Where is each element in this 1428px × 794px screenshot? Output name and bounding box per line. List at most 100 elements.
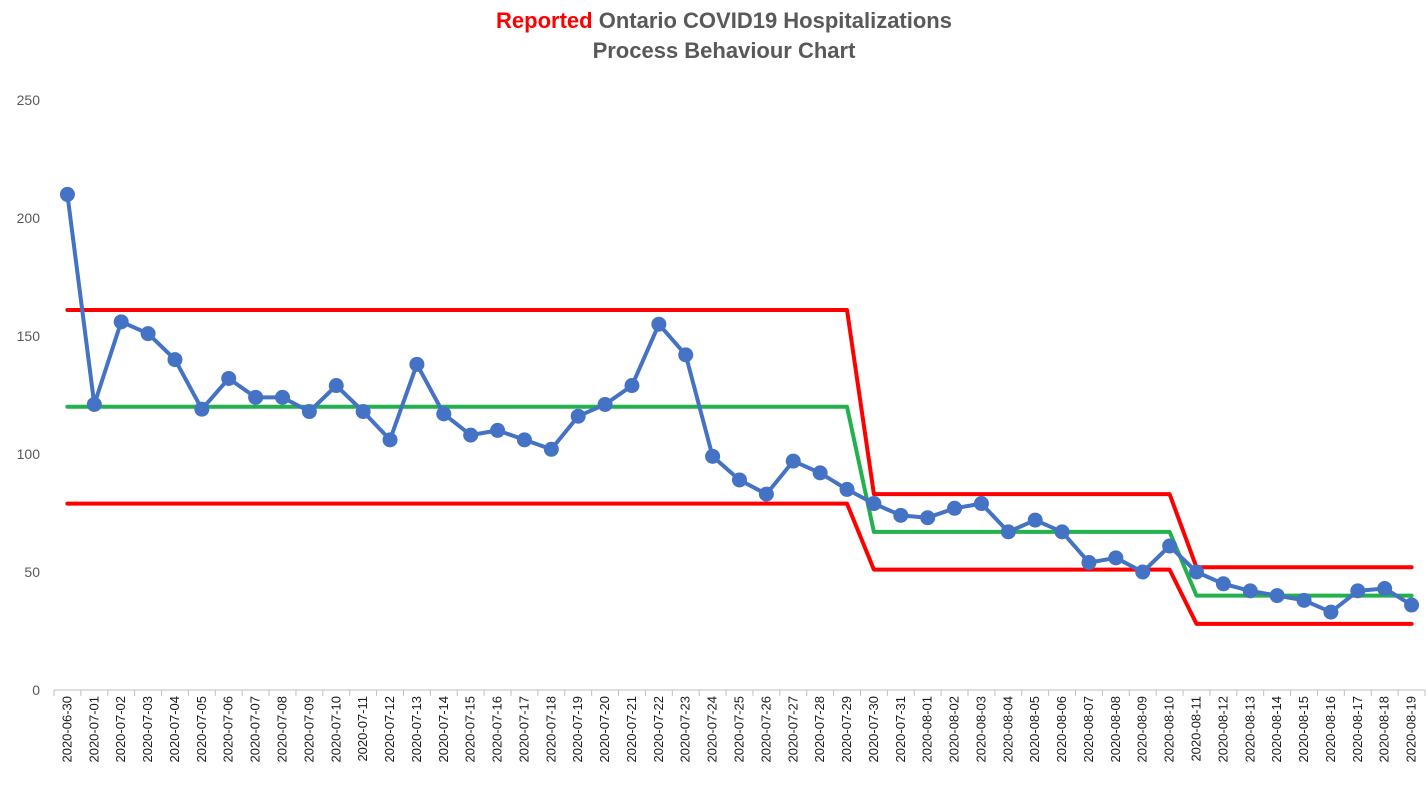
x-tick-label: 2020-08-14 — [1269, 696, 1284, 763]
title-line-1: Reported Ontario COVID19 Hospitalization… — [0, 6, 1428, 36]
y-tick-label: 100 — [17, 446, 41, 462]
data-point — [1027, 512, 1043, 528]
x-tick-label: 2020-08-09 — [1135, 696, 1150, 763]
y-tick-label: 250 — [17, 92, 41, 108]
data-point — [1350, 583, 1366, 599]
series-line-upper-limit — [65, 308, 1414, 570]
data-point — [651, 316, 667, 332]
series-line-data — [65, 192, 1414, 615]
title-highlight: Reported — [496, 8, 593, 33]
data-point — [624, 378, 640, 394]
x-tick-label: 2020-07-07 — [248, 696, 263, 763]
x-tick-label: 2020-08-15 — [1296, 696, 1311, 763]
data-point — [1323, 604, 1339, 620]
x-tick-label: 2020-08-10 — [1162, 696, 1177, 763]
x-tick-label: 2020-07-13 — [409, 696, 424, 763]
x-tick-label: 2020-07-31 — [893, 696, 908, 763]
x-tick-label: 2020-07-28 — [812, 696, 827, 763]
data-point — [1296, 592, 1312, 608]
x-tick-label: 2020-07-12 — [382, 696, 397, 763]
x-tick-label: 2020-07-23 — [678, 696, 693, 763]
x-tick-label: 2020-07-20 — [597, 696, 612, 763]
data-point — [490, 422, 506, 438]
data-point — [1135, 564, 1151, 580]
x-tick-label: 2020-07-03 — [140, 696, 155, 763]
y-tick-label: 0 — [32, 682, 40, 698]
chart-subtitle: Process Behaviour Chart — [592, 38, 856, 63]
data-point — [1269, 588, 1285, 604]
data-point — [785, 453, 801, 469]
series-line-center-line — [65, 404, 1414, 598]
data-point — [1054, 524, 1070, 540]
data-point — [248, 389, 264, 405]
data-point — [893, 507, 909, 523]
x-tick-label: 2020-07-09 — [301, 696, 316, 763]
axes: 0 50 100 150 200 250 2020-06-30 2020-07-01 2020-… — [17, 92, 1426, 763]
x-tick-label: 2020-06-30 — [59, 696, 74, 763]
marker-layer — [59, 186, 1420, 620]
data-point — [409, 356, 425, 372]
data-point — [758, 486, 774, 502]
title-main: Ontario COVID19 Hospitalizations — [598, 8, 952, 33]
data-point — [328, 378, 344, 394]
x-tick-label: 2020-08-19 — [1404, 696, 1419, 763]
data-point — [1162, 538, 1178, 554]
series-layer — [65, 192, 1414, 626]
data-point — [140, 326, 156, 342]
x-tick-label: 2020-08-07 — [1081, 696, 1096, 763]
data-point — [221, 370, 237, 386]
series-line-lower-limit — [65, 501, 1414, 626]
data-point — [570, 408, 586, 424]
x-tick-label: 2020-07-29 — [839, 696, 854, 763]
data-point — [355, 404, 371, 420]
x-tick-label: 2020-07-15 — [463, 696, 478, 763]
y-tick-label: 200 — [17, 210, 41, 226]
x-tick-label: 2020-08-13 — [1242, 696, 1257, 763]
x-tick-label: 2020-07-22 — [651, 696, 666, 763]
x-tick-label: 2020-08-08 — [1108, 696, 1123, 763]
x-tick-label: 2020-07-16 — [490, 696, 505, 763]
x-tick-label: 2020-08-03 — [973, 696, 988, 763]
data-point — [973, 496, 989, 512]
x-tick-label: 2020-07-25 — [732, 696, 747, 763]
data-point — [1000, 524, 1016, 540]
x-tick-label: 2020-07-18 — [543, 696, 558, 763]
data-point — [1404, 597, 1420, 613]
data-point — [463, 427, 479, 443]
x-tick-label: 2020-07-01 — [86, 696, 101, 763]
data-point — [947, 500, 963, 516]
x-tick-label: 2020-07-04 — [167, 696, 182, 763]
x-tick-label: 2020-07-17 — [516, 696, 531, 763]
y-tick-label: 50 — [24, 564, 40, 580]
data-point — [920, 510, 936, 526]
chart-title: Reported Ontario COVID19 Hospitalization… — [0, 6, 1428, 66]
data-point — [732, 472, 747, 488]
x-tick-label: 2020-08-04 — [1000, 696, 1015, 763]
x-tick-label: 2020-07-10 — [328, 696, 343, 763]
data-point — [1377, 581, 1393, 597]
x-tick-label: 2020-08-05 — [1027, 696, 1042, 763]
x-tick-label: 2020-08-06 — [1054, 696, 1069, 763]
x-tick-label: 2020-07-08 — [275, 696, 290, 763]
x-tick-label: 2020-07-14 — [436, 696, 451, 763]
x-tick-label: 2020-08-18 — [1377, 696, 1392, 763]
data-point — [705, 448, 721, 464]
x-tick-label: 2020-07-27 — [785, 696, 800, 763]
data-point — [113, 314, 129, 330]
data-point — [516, 432, 532, 448]
data-point — [167, 352, 183, 368]
data-point — [86, 396, 102, 412]
data-point — [597, 396, 613, 412]
data-point — [1189, 564, 1204, 580]
y-tick-label: 150 — [17, 328, 41, 344]
data-point — [194, 401, 210, 417]
x-tick-label: 2020-08-02 — [947, 696, 962, 763]
x-tick-label: 2020-07-11 — [355, 696, 370, 762]
x-tick-label: 2020-07-02 — [113, 696, 128, 763]
data-point — [301, 404, 317, 420]
x-tick-label: 2020-08-12 — [1215, 696, 1230, 763]
x-tick-label: 2020-08-16 — [1323, 696, 1338, 763]
x-tick-label: 2020-08-17 — [1350, 696, 1365, 763]
data-point — [1242, 583, 1258, 599]
